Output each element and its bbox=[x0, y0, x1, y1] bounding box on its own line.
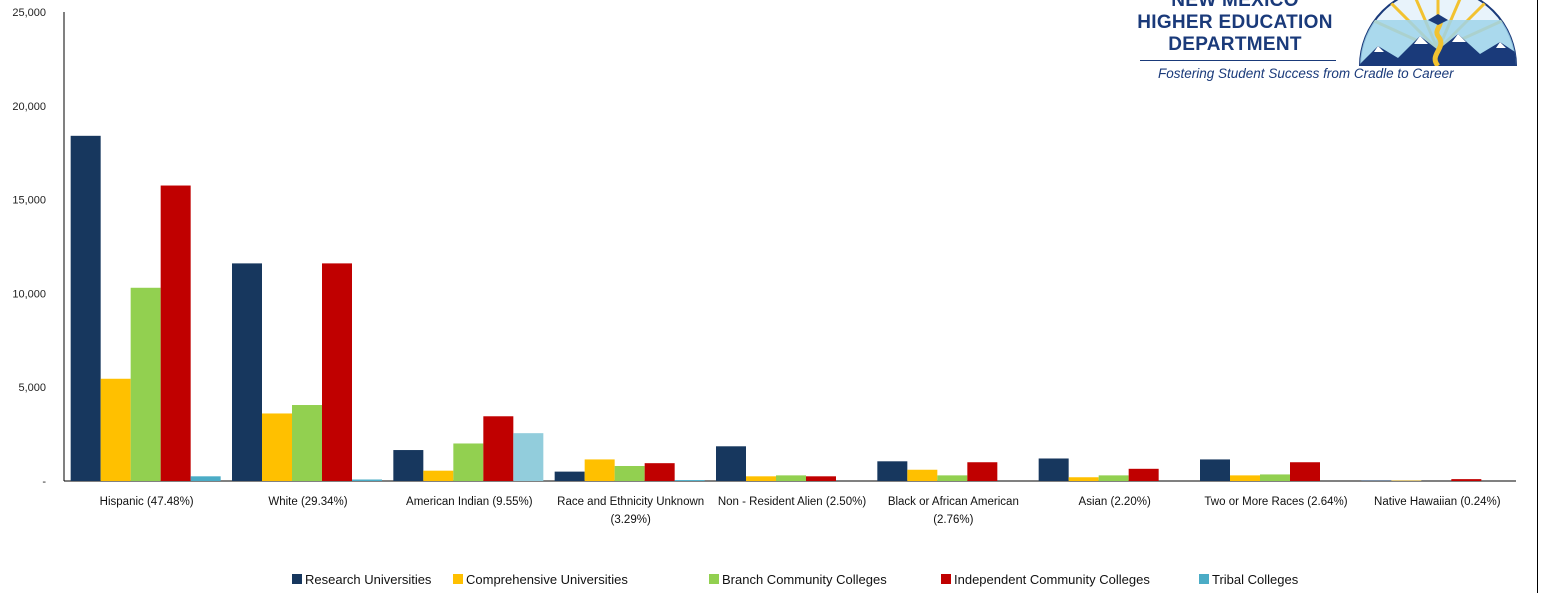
bar-comprehensive-universities bbox=[1230, 475, 1260, 481]
bar-research-universities bbox=[1361, 480, 1392, 481]
x-category-label: White (29.34%) bbox=[268, 496, 347, 508]
legend-swatch bbox=[453, 574, 463, 584]
y-tick-label: 20,000 bbox=[12, 101, 46, 113]
nm-hed-seal-icon bbox=[1358, 0, 1518, 66]
bar-comprehensive-universities bbox=[100, 378, 131, 481]
legend: Research Universities Comprehensive Unive… bbox=[292, 572, 1299, 587]
bar-research-universities bbox=[70, 135, 101, 482]
bar-tribal-colleges bbox=[190, 476, 221, 481]
legend-label: Research Universities bbox=[305, 572, 432, 587]
legend-swatch bbox=[292, 574, 302, 584]
bar-independent-community-colleges bbox=[806, 476, 836, 481]
logo-tagline: Fostering Student Success from Cradle to… bbox=[1158, 66, 1454, 81]
x-category-label: Black or African American bbox=[888, 496, 1019, 508]
bar-comprehensive-universities bbox=[746, 476, 776, 481]
bar-branch-community-colleges bbox=[130, 287, 161, 481]
bar-comprehensive-universities bbox=[907, 469, 938, 481]
logo-text-line2: HIGHER EDUCATION bbox=[1137, 12, 1333, 33]
legend-label: Comprehensive Universities bbox=[466, 572, 628, 587]
bar-branch-community-colleges bbox=[1098, 475, 1129, 481]
bar-independent-community-colleges bbox=[1290, 462, 1320, 481]
legend-label: Tribal Colleges bbox=[1212, 572, 1299, 587]
bar-branch-community-colleges bbox=[776, 475, 806, 481]
bar-branch-community-colleges bbox=[292, 405, 322, 481]
logo-text-line3: DEPARTMENT bbox=[1168, 34, 1302, 55]
bar-tribal-colleges bbox=[513, 433, 544, 481]
bar-comprehensive-universities bbox=[584, 459, 615, 481]
bar-independent-community-colleges bbox=[644, 463, 675, 481]
x-category-label: Two or More Races (2.64%) bbox=[1204, 496, 1347, 508]
bar-research-universities bbox=[716, 446, 746, 481]
x-category-label: Hispanic (47.48%) bbox=[100, 496, 194, 508]
bar-independent-community-colleges bbox=[483, 416, 514, 481]
bar-branch-community-colleges bbox=[937, 475, 968, 481]
legend-swatch bbox=[941, 574, 951, 584]
x-category-label: Non - Resident Alien (2.50%) bbox=[718, 496, 866, 508]
x-category-label: (3.29%) bbox=[611, 514, 651, 526]
logo-divider bbox=[1140, 60, 1336, 61]
y-tick-label: 5,000 bbox=[18, 382, 46, 394]
bar-independent-community-colleges bbox=[967, 462, 998, 481]
bar-independent-community-colleges bbox=[1128, 468, 1159, 481]
bar-research-universities bbox=[877, 461, 908, 481]
x-category-label: American Indian (9.55%) bbox=[406, 496, 533, 508]
bar-tribal-colleges bbox=[352, 479, 382, 481]
y-tick-label: 10,000 bbox=[12, 288, 46, 300]
x-category-label: Race and Ethnicity Unknown bbox=[557, 496, 704, 508]
bar-research-universities bbox=[1200, 459, 1230, 481]
bar-comprehensive-universities bbox=[423, 470, 454, 481]
bar-branch-community-colleges bbox=[614, 465, 645, 481]
y-tick-label: - bbox=[42, 476, 46, 488]
logo-text-line1: NEW MEXICO bbox=[1171, 0, 1299, 11]
bar-comprehensive-universities bbox=[1068, 477, 1099, 481]
chart-border bbox=[1537, 0, 1538, 593]
legend-swatch bbox=[709, 574, 719, 584]
x-axis-categories: Hispanic (47.48%) White (29.34%) American … bbox=[100, 496, 1501, 526]
bar-independent-community-colleges bbox=[1451, 479, 1482, 481]
bar-tribal-colleges bbox=[674, 480, 705, 481]
x-category-label: (2.76%) bbox=[933, 514, 973, 526]
y-tick-label: 25,000 bbox=[12, 7, 46, 19]
bar-research-universities bbox=[1038, 458, 1069, 481]
bar-research-universities bbox=[232, 263, 262, 481]
x-category-label: Native Hawaiian (0.24%) bbox=[1374, 496, 1501, 508]
bar-research-universities bbox=[554, 471, 585, 481]
bar-branch-community-colleges bbox=[1260, 474, 1290, 481]
legend-label: Branch Community Colleges bbox=[722, 572, 887, 587]
y-tick-label: 15,000 bbox=[12, 195, 46, 207]
legend-swatch bbox=[1199, 574, 1209, 584]
nm-hed-logo: NEW MEXICO HIGHER EDUCATION DEPARTMENT F… bbox=[1110, 0, 1530, 90]
x-category-label: Asian (2.20%) bbox=[1079, 496, 1151, 508]
legend-label: Independent Community Colleges bbox=[954, 572, 1150, 587]
bars bbox=[70, 135, 1482, 482]
bar-independent-community-colleges bbox=[322, 263, 352, 481]
bar-independent-community-colleges bbox=[160, 185, 191, 481]
bar-research-universities bbox=[393, 450, 424, 481]
bar-comprehensive-universities bbox=[262, 413, 292, 481]
bar-branch-community-colleges bbox=[453, 443, 484, 481]
